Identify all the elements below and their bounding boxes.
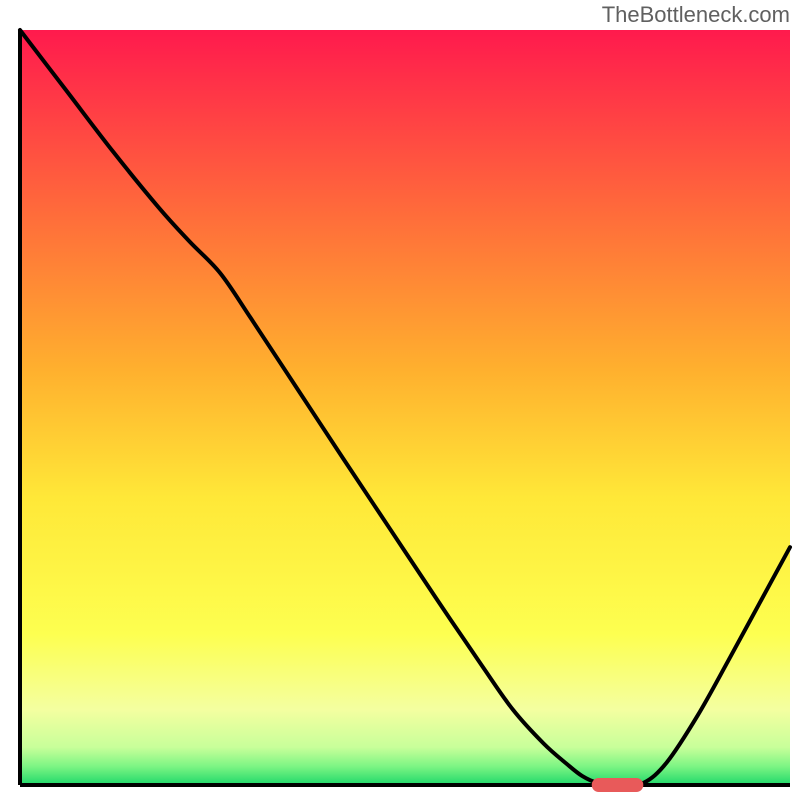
gradient-background <box>20 30 790 785</box>
chart-container: TheBottleneck.com <box>0 0 800 800</box>
bottleneck-chart <box>0 0 800 800</box>
optimal-marker <box>592 778 644 792</box>
